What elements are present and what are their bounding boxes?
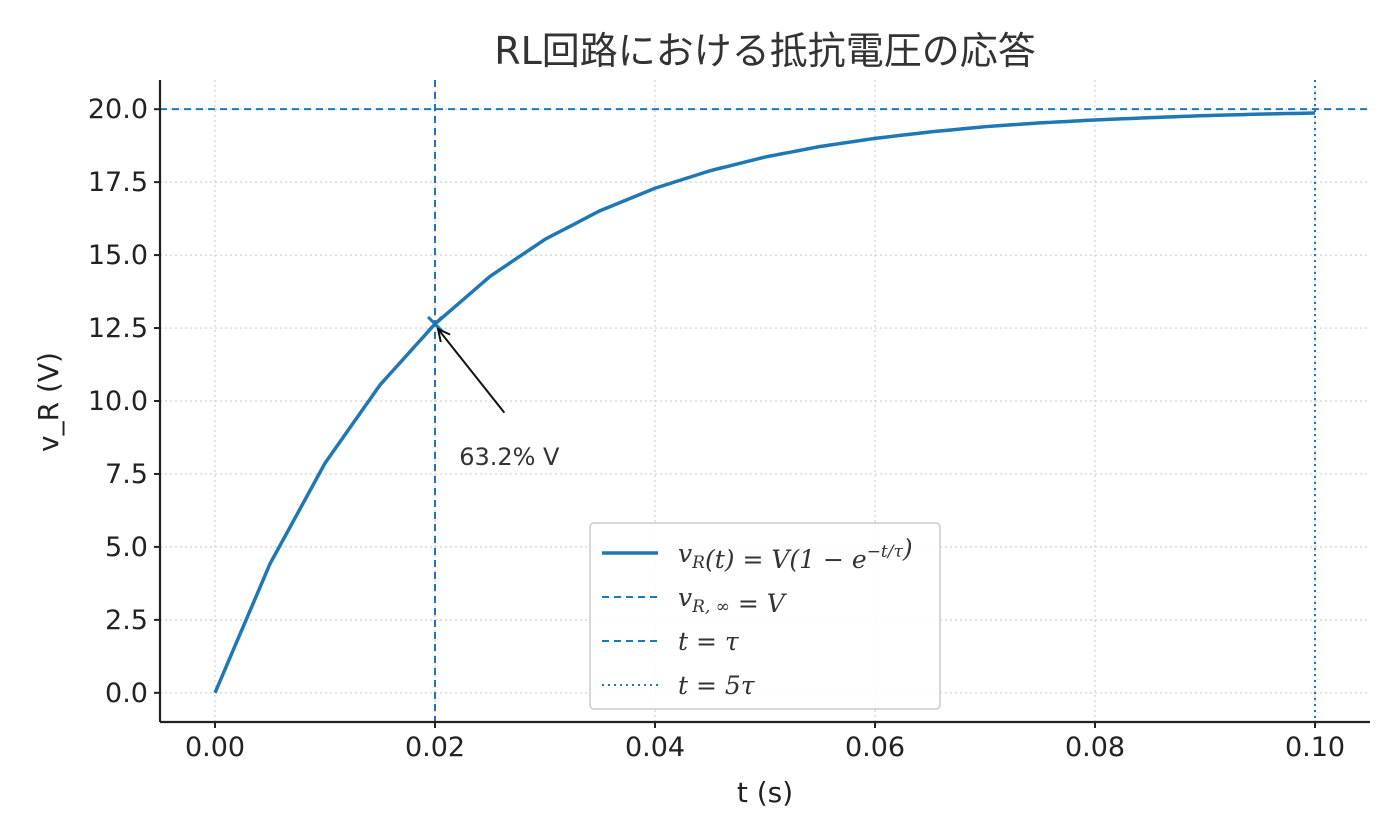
annotation-arrow [437, 328, 506, 414]
y-tick-label: 10.0 [88, 386, 148, 417]
grid-lines [160, 80, 1370, 722]
legend-box [589, 522, 941, 710]
legend-entry: t = 5τ [678, 671, 756, 700]
legend-entry: vR(t) = V(1 − e−t/τ) [678, 534, 913, 574]
chart-title: RL回路における抵抗電圧の応答 [494, 29, 1036, 73]
y-tick-label: 17.5 [88, 167, 148, 198]
annotation-layer: 63.2% V [436, 327, 560, 471]
tau-marker-stroke [426, 315, 444, 333]
x-tick-label: 0.00 [185, 732, 245, 763]
annotation-arrowhead [436, 327, 451, 343]
y-tick-label: 2.5 [105, 605, 148, 636]
legend-entry: vR, ∞ = V [678, 583, 788, 618]
series-layer [213, 111, 1316, 694]
x-tick-label: 0.06 [845, 732, 905, 763]
legend: vR(t) = V(1 − e−t/τ) vR, ∞ = V t = τ t = 5τ [589, 522, 941, 710]
reference-lines [160, 80, 1370, 722]
y-axis-label: v_R (V) [32, 352, 65, 452]
y-tick-label: 20.0 [88, 94, 148, 125]
annotation-label: 63.2% V [459, 443, 560, 471]
y-tick-label: 0.0 [105, 678, 148, 709]
x-tick-label: 0.08 [1065, 732, 1125, 763]
y-tick-label: 7.5 [105, 459, 148, 490]
legend-entry: t = τ [678, 627, 740, 656]
tau-marker [426, 315, 444, 333]
series-line [213, 111, 1316, 694]
x-tick-label: 0.02 [405, 732, 465, 763]
axis-ticks: 0.00 0.02 0.04 0.06 0.08 0.10 0.0 2.5 5.0 7.5 10.0… [88, 94, 1345, 763]
y-tick-label: 12.5 [88, 313, 148, 344]
x-tick-label: 0.10 [1285, 732, 1345, 763]
x-axis-label: t (s) [737, 776, 793, 809]
y-tick-label: 5.0 [105, 532, 148, 563]
x-tick-label: 0.04 [625, 732, 685, 763]
y-tick-label: 15.0 [88, 240, 148, 271]
